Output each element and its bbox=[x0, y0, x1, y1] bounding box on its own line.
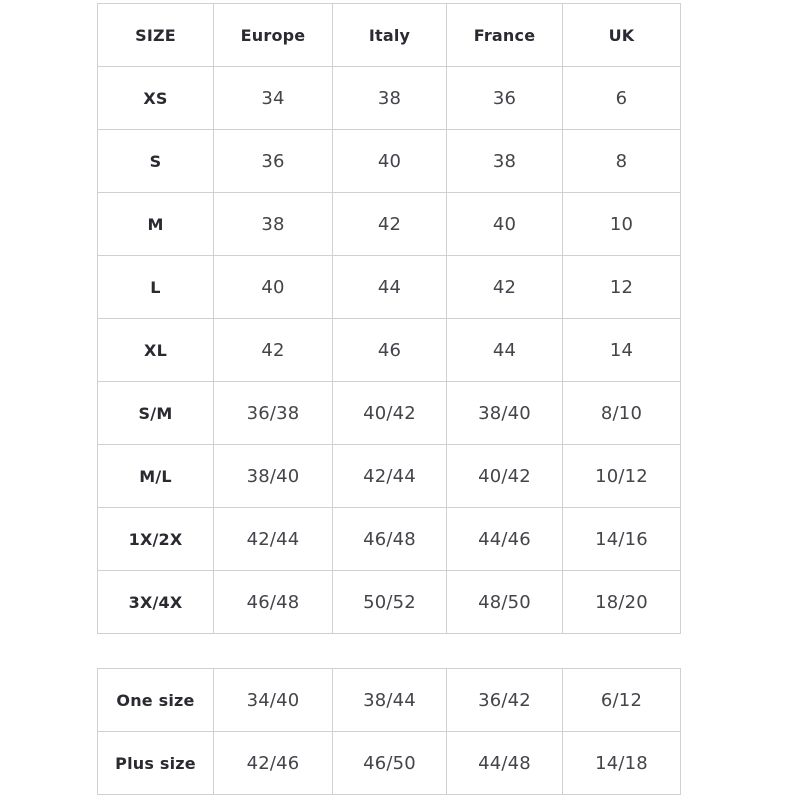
table-row-1x2x: 1X/2X 42/44 46/48 44/46 14/16 bbox=[97, 507, 681, 571]
value-cell: 6/12 bbox=[562, 668, 681, 732]
value-cell: 10 bbox=[562, 192, 681, 256]
table-row-one-size: One size 34/40 38/44 36/42 6/12 bbox=[97, 668, 681, 732]
value-cell: 14/18 bbox=[562, 731, 681, 795]
value-cell: 40 bbox=[332, 129, 447, 193]
column-header-europe: Europe bbox=[213, 3, 333, 67]
value-cell: 36 bbox=[446, 66, 563, 130]
size-label-cell: 1X/2X bbox=[97, 507, 214, 571]
size-conversion-table: SIZE Europe Italy France UK XS 34 38 36 … bbox=[97, 3, 681, 634]
table-row-plus-size: Plus size 42/46 46/50 44/48 14/18 bbox=[97, 731, 681, 795]
value-cell: 40 bbox=[446, 192, 563, 256]
value-cell: 38/44 bbox=[332, 668, 447, 732]
size-label-cell: M/L bbox=[97, 444, 214, 508]
value-cell: 44/48 bbox=[446, 731, 563, 795]
value-cell: 38/40 bbox=[213, 444, 333, 508]
one-size-plus-size-table: One size 34/40 38/44 36/42 6/12 Plus siz… bbox=[97, 668, 681, 795]
table-row-3x4x: 3X/4X 46/48 50/52 48/50 18/20 bbox=[97, 570, 681, 634]
column-header-italy: Italy bbox=[332, 3, 447, 67]
value-cell: 44 bbox=[332, 255, 447, 319]
table-row-m: M 38 42 40 10 bbox=[97, 192, 681, 256]
value-cell: 12 bbox=[562, 255, 681, 319]
value-cell: 42 bbox=[446, 255, 563, 319]
table-row-xl: XL 42 46 44 14 bbox=[97, 318, 681, 382]
value-cell: 38 bbox=[332, 66, 447, 130]
column-header-uk: UK bbox=[562, 3, 681, 67]
size-label-cell: S bbox=[97, 129, 214, 193]
size-label-cell: One size bbox=[97, 668, 214, 732]
value-cell: 6 bbox=[562, 66, 681, 130]
value-cell: 42 bbox=[213, 318, 333, 382]
value-cell: 44 bbox=[446, 318, 563, 382]
column-header-size: SIZE bbox=[97, 3, 214, 67]
value-cell: 38/40 bbox=[446, 381, 563, 445]
size-label-cell: M bbox=[97, 192, 214, 256]
value-cell: 34 bbox=[213, 66, 333, 130]
size-label-cell: XS bbox=[97, 66, 214, 130]
size-label-cell: S/M bbox=[97, 381, 214, 445]
value-cell: 46/48 bbox=[332, 507, 447, 571]
value-cell: 36/42 bbox=[446, 668, 563, 732]
value-cell: 18/20 bbox=[562, 570, 681, 634]
value-cell: 38 bbox=[446, 129, 563, 193]
value-cell: 36/38 bbox=[213, 381, 333, 445]
size-label-cell: Plus size bbox=[97, 731, 214, 795]
value-cell: 42 bbox=[332, 192, 447, 256]
table-row-sm: S/M 36/38 40/42 38/40 8/10 bbox=[97, 381, 681, 445]
table-row-s: S 36 40 38 8 bbox=[97, 129, 681, 193]
value-cell: 40 bbox=[213, 255, 333, 319]
size-label-cell: XL bbox=[97, 318, 214, 382]
table-row-xs: XS 34 38 36 6 bbox=[97, 66, 681, 130]
value-cell: 42/44 bbox=[332, 444, 447, 508]
value-cell: 50/52 bbox=[332, 570, 447, 634]
value-cell: 44/46 bbox=[446, 507, 563, 571]
value-cell: 42/44 bbox=[213, 507, 333, 571]
value-cell: 14 bbox=[562, 318, 681, 382]
size-label-cell: L bbox=[97, 255, 214, 319]
value-cell: 8 bbox=[562, 129, 681, 193]
value-cell: 10/12 bbox=[562, 444, 681, 508]
value-cell: 8/10 bbox=[562, 381, 681, 445]
value-cell: 46/50 bbox=[332, 731, 447, 795]
value-cell: 42/46 bbox=[213, 731, 333, 795]
size-label-cell: 3X/4X bbox=[97, 570, 214, 634]
value-cell: 46 bbox=[332, 318, 447, 382]
value-cell: 40/42 bbox=[332, 381, 447, 445]
table-row-ml: M/L 38/40 42/44 40/42 10/12 bbox=[97, 444, 681, 508]
table-row-l: L 40 44 42 12 bbox=[97, 255, 681, 319]
value-cell: 38 bbox=[213, 192, 333, 256]
value-cell: 14/16 bbox=[562, 507, 681, 571]
value-cell: 40/42 bbox=[446, 444, 563, 508]
header-row: SIZE Europe Italy France UK bbox=[97, 3, 681, 67]
value-cell: 48/50 bbox=[446, 570, 563, 634]
value-cell: 46/48 bbox=[213, 570, 333, 634]
value-cell: 34/40 bbox=[213, 668, 333, 732]
column-header-france: France bbox=[446, 3, 563, 67]
value-cell: 36 bbox=[213, 129, 333, 193]
